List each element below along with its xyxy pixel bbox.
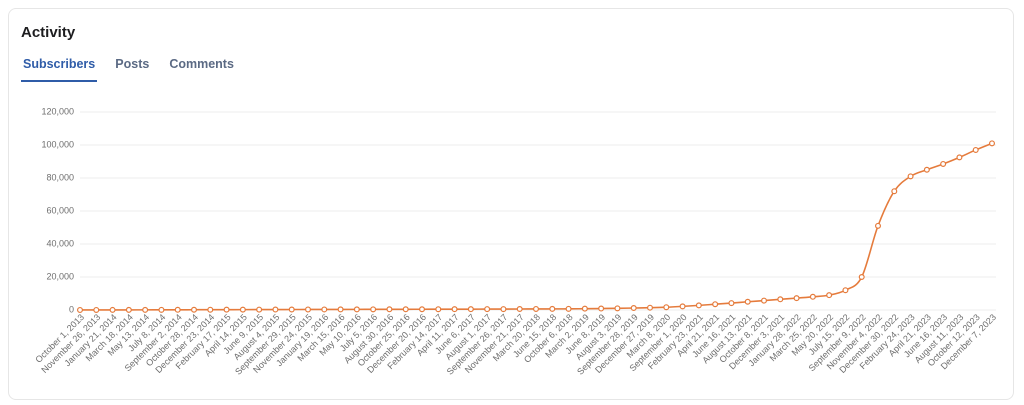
data-point: [630, 305, 637, 312]
data-point: [646, 304, 653, 311]
tab-bar: Subscribers Posts Comments: [21, 56, 236, 82]
data-point: [239, 306, 246, 313]
data-point: [321, 306, 328, 313]
tab[interactable]: Posts: [115, 57, 150, 71]
y-tick-label: 80,000: [46, 172, 74, 182]
data-point: [826, 292, 833, 299]
data-point: [288, 306, 295, 313]
data-point: [532, 305, 539, 312]
y-tick-label: 0: [69, 304, 74, 314]
data-point: [76, 306, 83, 313]
data-point: [793, 295, 800, 302]
data-point: [223, 306, 230, 313]
card-title: Activity: [21, 24, 76, 41]
data-point: [923, 166, 930, 173]
data-point: [744, 298, 751, 305]
data-point: [256, 306, 263, 313]
data-point: [419, 306, 426, 313]
data-point: [809, 293, 816, 300]
data-point: [272, 306, 279, 313]
data-point: [663, 304, 670, 311]
data-point: [988, 140, 995, 147]
data-point: [191, 306, 198, 313]
data-point: [695, 302, 702, 309]
data-point: [760, 297, 767, 304]
data-point: [842, 287, 849, 294]
data-point: [891, 188, 898, 195]
data-point: [207, 306, 214, 313]
data-point: [907, 173, 914, 180]
data-point: [158, 306, 165, 313]
y-tick-label: 100,000: [41, 139, 74, 149]
data-point: [679, 303, 686, 310]
data-point: [500, 306, 507, 313]
data-point: [549, 305, 556, 312]
data-point: [142, 306, 149, 313]
tab[interactable]: Subscribers: [21, 56, 98, 82]
data-point: [435, 306, 442, 313]
data-point: [484, 306, 491, 313]
data-point: [728, 300, 735, 307]
data-point: [581, 305, 588, 312]
data-point: [174, 306, 181, 313]
data-point: [565, 305, 572, 312]
data-point: [940, 160, 947, 167]
data-point: [467, 306, 474, 313]
data-point: [305, 306, 312, 313]
data-point: [353, 306, 360, 313]
data-point: [337, 306, 344, 313]
data-point: [370, 306, 377, 313]
data-point: [972, 146, 979, 153]
data-point: [93, 306, 100, 313]
data-point: [598, 305, 605, 312]
activity-card: Activity Subscribers Posts Comments: [8, 8, 1014, 400]
series-line: [79, 142, 993, 311]
y-tick-label: 120,000: [41, 106, 74, 116]
data-point: [109, 306, 116, 313]
data-point: [516, 306, 523, 313]
data-point: [386, 306, 393, 313]
data-point: [874, 222, 881, 229]
y-tick-label: 60,000: [46, 205, 74, 215]
data-point: [956, 154, 963, 161]
data-point: [402, 306, 409, 313]
y-tick-label: 40,000: [46, 238, 74, 248]
data-point: [614, 305, 621, 312]
data-point: [125, 306, 132, 313]
data-point: [858, 274, 865, 281]
y-tick-label: 20,000: [46, 271, 74, 281]
data-point: [777, 296, 784, 303]
data-point: [451, 306, 458, 313]
tab[interactable]: Comments: [169, 57, 234, 71]
data-point: [712, 301, 719, 308]
